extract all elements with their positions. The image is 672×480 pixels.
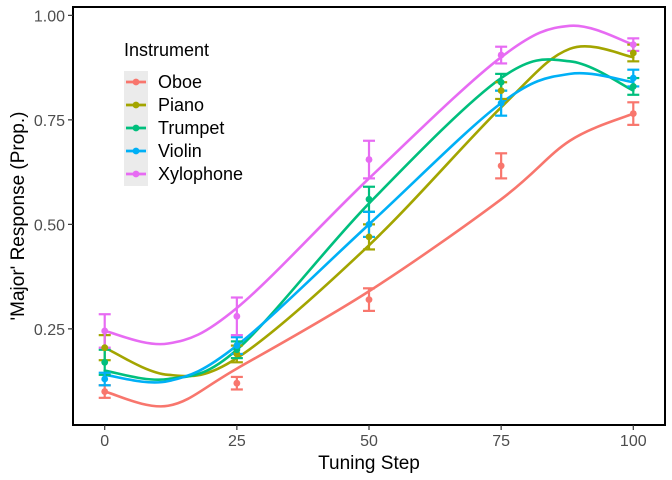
y-tick-label: 0.25 [34,322,65,339]
x-tick-label: 50 [360,433,378,450]
data-points [101,41,637,395]
legend: Instrument Oboe Piano Trumpet Violin Xylopho… [124,40,243,186]
x-axis-title: Tuning Step [318,453,420,474]
y-axis-title: 'Major' Response (Prop.) [8,112,29,321]
legend-label-oboe: Oboe [158,72,202,92]
legend-label-piano: Piano [158,95,204,115]
data-point-violin [629,74,637,82]
data-point-trumpet [629,83,637,90]
x-tick-label: 25 [228,433,246,450]
data-point-xylophone [497,51,505,59]
legend-label-xylophone: Xylophone [158,164,243,184]
x-axis: 0 25 50 75 100 [100,425,647,450]
data-point-trumpet [497,78,505,86]
x-tick-label: 0 [100,433,109,450]
data-point-xylophone [629,41,637,49]
data-point-oboe [233,379,241,387]
legend-label-violin: Violin [158,141,202,161]
legend-key-point-oboe [132,78,140,86]
y-tick-label: 0.50 [34,217,65,234]
y-axis: 0.25 0.50 0.75 1.00 [34,8,73,339]
data-point-piano [101,344,109,352]
legend-key-point-trumpet [132,124,140,132]
data-point-oboe [497,162,505,170]
y-tick-label: 0.75 [34,113,65,130]
data-point-oboe [101,388,109,395]
legend-key-point-xylophone [132,170,140,178]
data-point-trumpet [101,358,109,366]
legend-key-point-piano [132,101,140,109]
data-point-violin [101,375,109,383]
data-point-violin [365,220,373,228]
data-point-xylophone [365,156,373,163]
legend-key-point-violin [132,147,140,155]
legend-title: Instrument [124,40,209,60]
data-point-violin [497,99,505,107]
data-point-violin [233,342,241,349]
x-tick-label: 100 [620,433,647,450]
data-point-xylophone [233,312,241,320]
data-point-piano [365,233,373,241]
data-point-xylophone [101,327,109,335]
x-tick-label: 75 [492,433,510,450]
data-point-oboe [365,296,373,303]
y-tick-label: 1.00 [34,8,65,25]
legend-items: Oboe Piano Trumpet Violin Xylophone [124,71,243,186]
legend-label-trumpet: Trumpet [158,118,224,138]
data-point-oboe [629,110,637,117]
data-point-piano [629,49,637,57]
data-point-trumpet [365,195,373,203]
data-point-piano [497,87,505,94]
